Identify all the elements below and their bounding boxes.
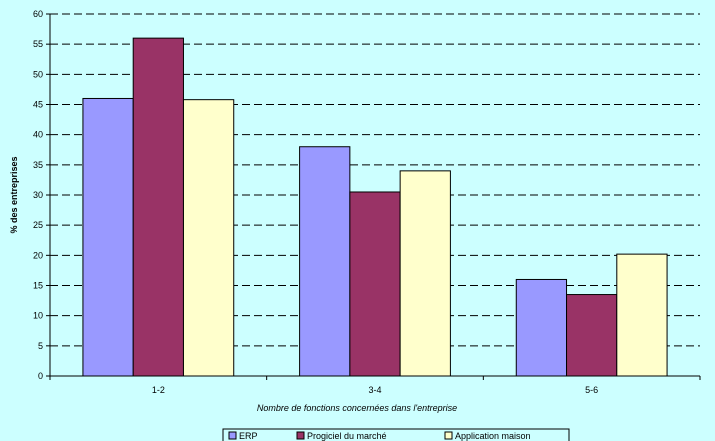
y-tick-label: 60 xyxy=(33,9,43,19)
x-tick-label: 3-4 xyxy=(368,385,381,395)
legend-swatch-1 xyxy=(228,431,237,440)
y-tick-label: 10 xyxy=(33,311,43,321)
y-tick-label: 50 xyxy=(33,69,43,79)
bar-2-5-6 xyxy=(566,294,618,377)
legend: ERP Progiciel du marché Application maison xyxy=(222,428,570,441)
bar-1-5-6 xyxy=(515,278,568,377)
y-tick-label: 20 xyxy=(33,250,43,260)
x-axis-ticks: 1-2 3-4 5-6 xyxy=(49,376,701,395)
bar-1-1-2 xyxy=(82,97,134,377)
x-tick-label: 5-6 xyxy=(585,385,598,395)
legend-swatch-2 xyxy=(296,431,305,440)
y-tick-label: 30 xyxy=(33,190,43,200)
y-tick-label: 25 xyxy=(33,220,43,230)
x-tick-label: 1-2 xyxy=(152,385,165,395)
y-tick-label: 40 xyxy=(33,130,43,140)
bar-1-3-4 xyxy=(299,146,351,377)
y-axis-title: % des entreprises xyxy=(9,156,19,233)
legend-label-3: Application maison xyxy=(455,431,531,441)
legend-box xyxy=(222,428,570,441)
bars xyxy=(82,37,668,377)
x-axis-title: Nombre de fonctions concernées dans l'en… xyxy=(257,403,457,413)
y-axis-ticks: 0 5 10 15 20 25 30 35 40 45 50 55 60 xyxy=(33,9,50,381)
y-tick-label: 5 xyxy=(38,341,43,351)
bar-3-5-6 xyxy=(616,253,668,377)
bar-3-1-2 xyxy=(182,99,235,377)
legend-label-1: ERP xyxy=(239,431,258,441)
legend-swatch-3 xyxy=(444,431,453,440)
bar-2-1-2 xyxy=(132,37,184,377)
y-tick-label: 35 xyxy=(33,160,43,170)
y-tick-label: 0 xyxy=(38,371,43,381)
y-tick-label: 15 xyxy=(33,281,43,291)
legend-label-2: Progiciel du marché xyxy=(307,431,387,441)
bar-2-3-4 xyxy=(349,191,401,377)
y-tick-label: 55 xyxy=(33,39,43,49)
bar-3-3-4 xyxy=(399,170,451,377)
y-tick-label: 45 xyxy=(33,100,43,110)
